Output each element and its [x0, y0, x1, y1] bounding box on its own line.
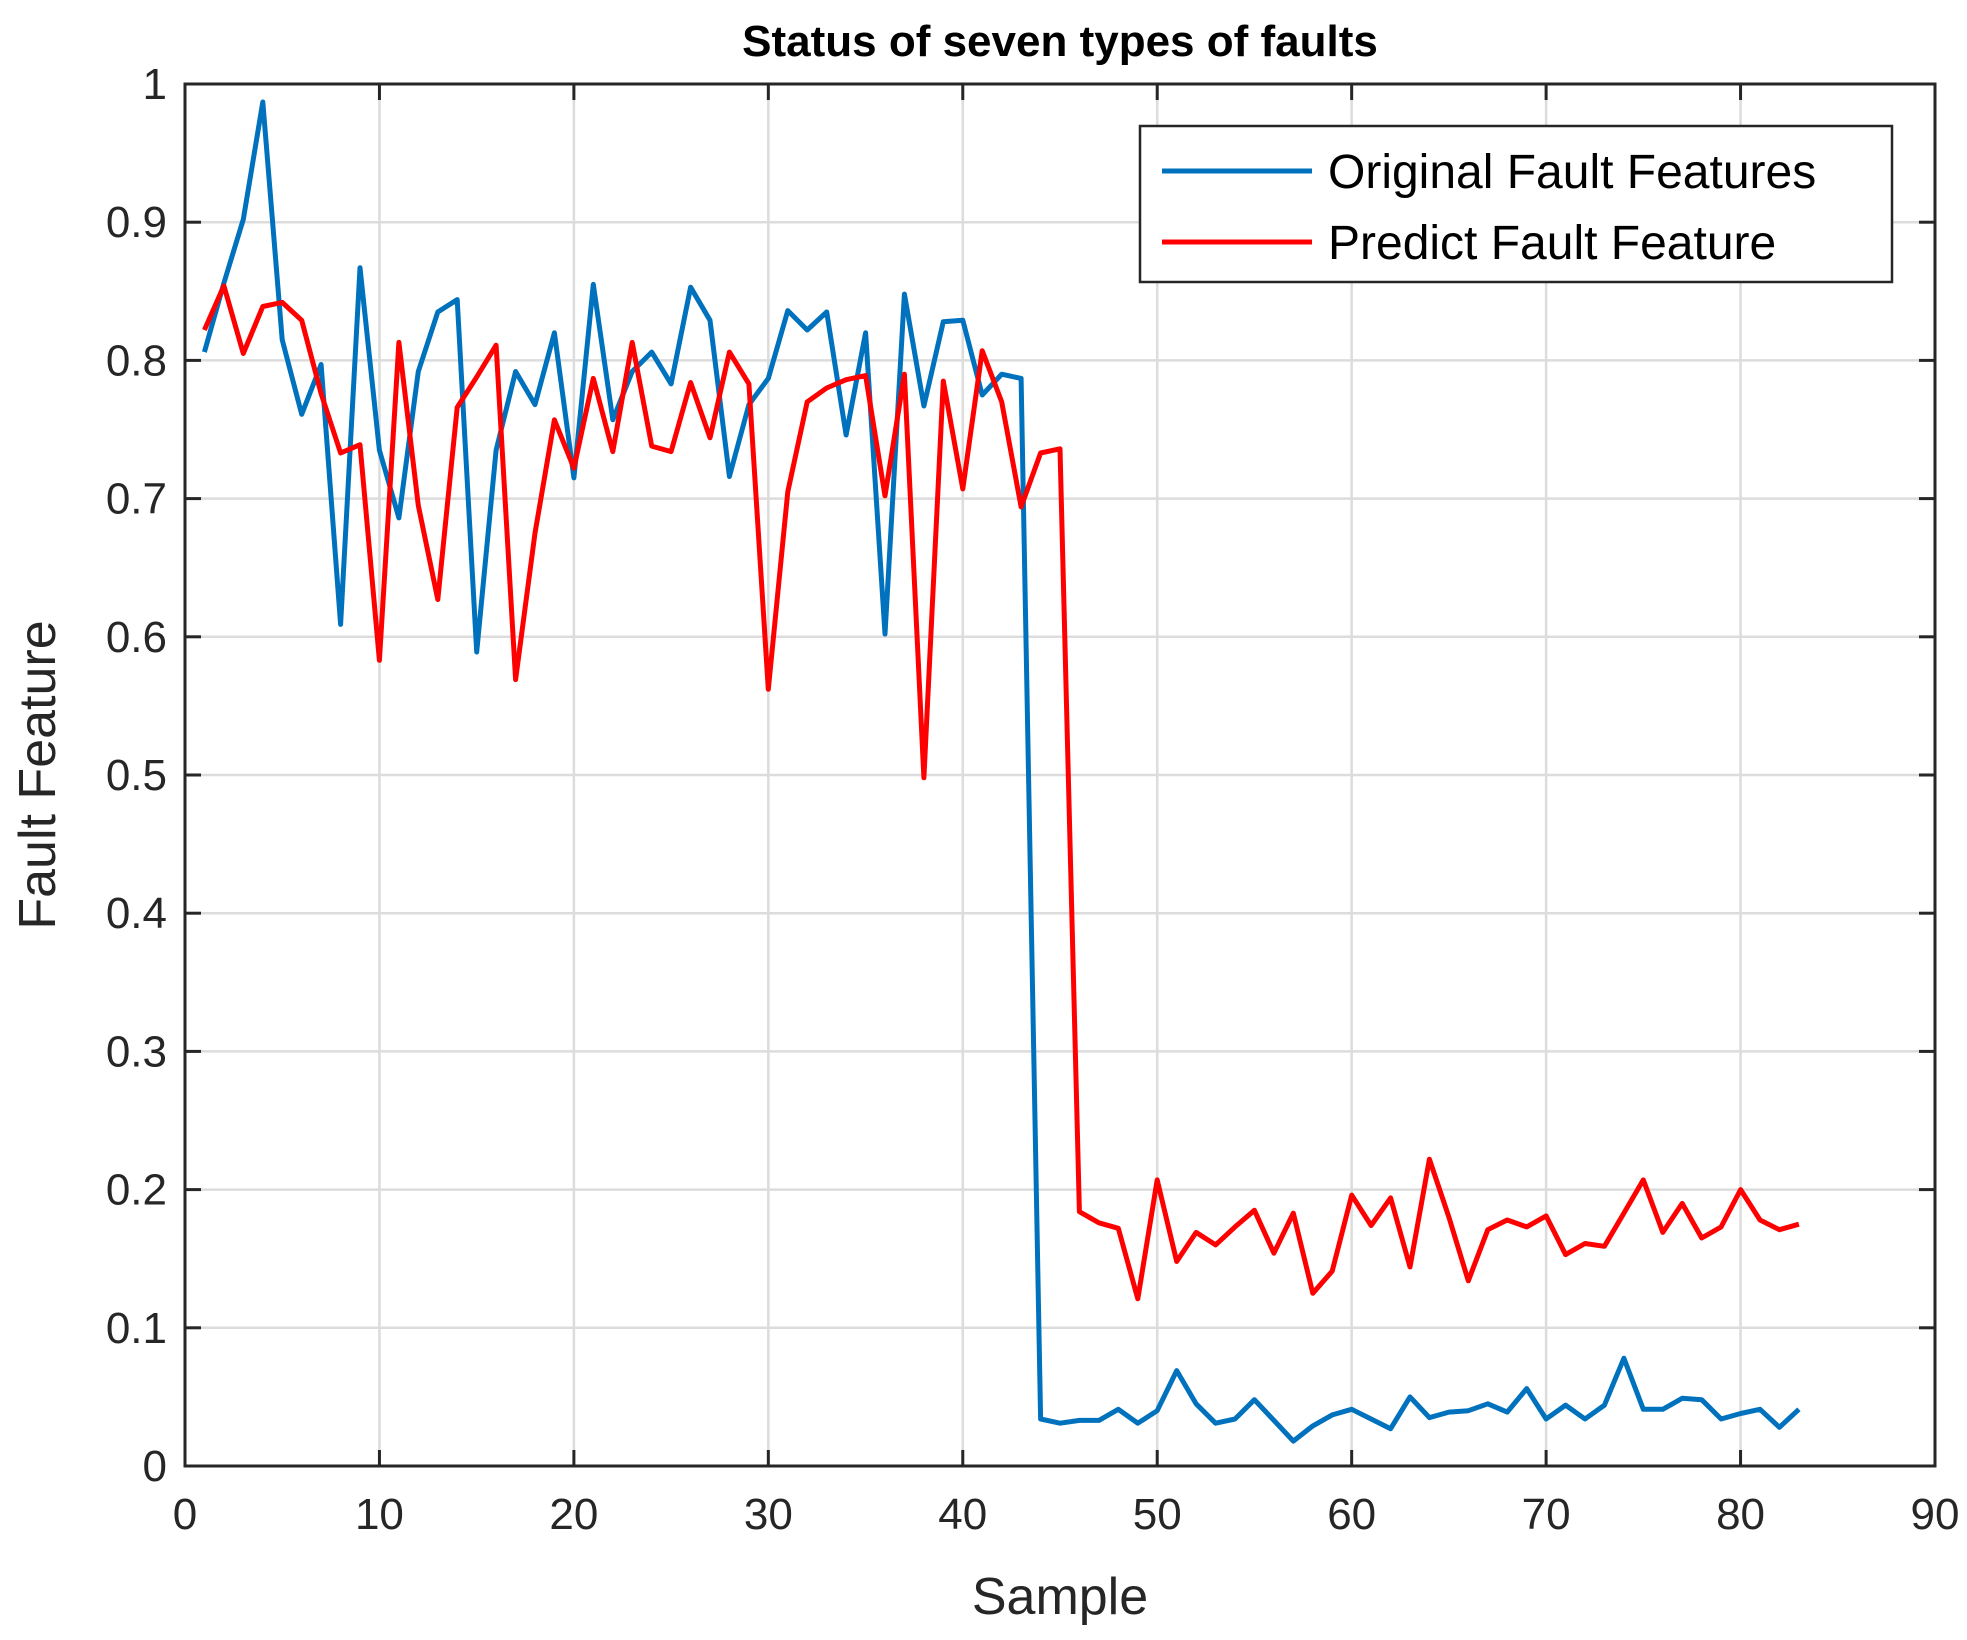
legend-label-predict: Predict Fault Feature [1328, 217, 1776, 270]
x-tick-label: 90 [1911, 1490, 1960, 1539]
series-line-predict [202, 283, 1800, 1302]
y-tick-label: 0.6 [106, 613, 167, 662]
y-tick-label: 0.3 [106, 1027, 167, 1076]
x-tick-label: 10 [355, 1490, 404, 1539]
x-tick-label: 40 [938, 1490, 987, 1539]
legend: Original Fault Features Predict Fault Fe… [1138, 124, 1894, 284]
y-tick-label: 0.8 [106, 336, 167, 385]
chart-title: Status of seven types of faults [742, 17, 1378, 66]
x-tick-label: 80 [1716, 1490, 1765, 1539]
y-axis-title: Fault Feature [9, 620, 67, 929]
y-tick-label: 0.9 [106, 198, 167, 247]
legend-box [1138, 124, 1894, 284]
y-tick-label: 0 [143, 1442, 167, 1491]
y-tick-label: 0.2 [106, 1166, 167, 1215]
legend-label-original: Original Fault Features [1328, 146, 1816, 199]
series-layer [201, 99, 1801, 1444]
y-tick-label: 0.4 [106, 889, 167, 938]
x-tick-label: 20 [549, 1490, 598, 1539]
x-axis-title: Sample [972, 1568, 1148, 1626]
x-tick-label: 60 [1327, 1490, 1376, 1539]
x-tick-label: 0 [173, 1490, 197, 1539]
x-tick-label: 50 [1133, 1490, 1182, 1539]
y-tick-label: 0.7 [106, 475, 167, 524]
series-line-original [201, 99, 1801, 1444]
y-tick-label: 1 [143, 60, 167, 109]
y-tick-label: 0.1 [106, 1304, 167, 1353]
x-tick-label: 70 [1522, 1490, 1571, 1539]
y-tick-label: 0.5 [106, 751, 167, 800]
x-tick-label: 30 [744, 1490, 793, 1539]
axes: 0 10 20 30 40 50 60 70 80 90 0 0.1 0.2 0.3 0.4 0.5 0.6 0.… [106, 60, 1960, 1539]
